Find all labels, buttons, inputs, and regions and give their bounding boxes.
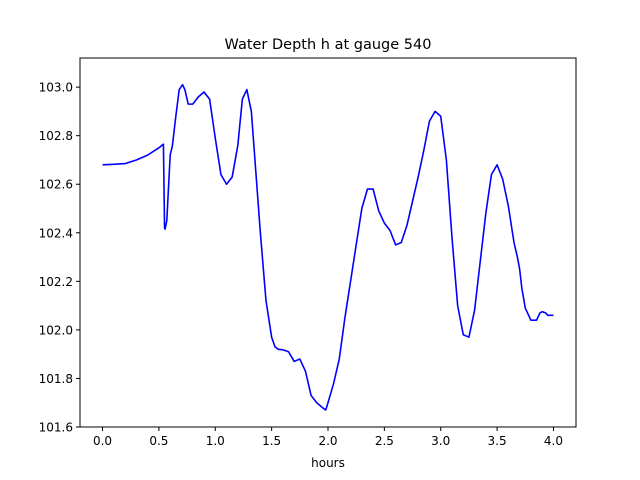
y-tick-label: 103.0 xyxy=(39,81,73,95)
y-axis: 101.6 101.8 102.0 102.2 102.4 102.6 102.8 103.0 xyxy=(39,81,80,435)
x-axis-label: hours xyxy=(311,456,345,470)
x-tick-label: 0.5 xyxy=(149,434,168,448)
x-tick-label: 1.0 xyxy=(206,434,225,448)
y-tick-label: 101.6 xyxy=(39,421,73,435)
x-tick-label: 4.0 xyxy=(544,434,563,448)
y-tick-label: 102.8 xyxy=(39,129,73,143)
x-axis: 0.0 0.5 1.0 1.5 2.0 2.5 3.0 3.5 4.0 xyxy=(93,427,563,448)
y-tick-label: 102.6 xyxy=(39,178,73,192)
chart-title: Water Depth h at gauge 540 xyxy=(225,37,432,53)
x-tick-label: 2.0 xyxy=(318,434,337,448)
x-tick-label: 0.0 xyxy=(93,434,112,448)
series-line-0 xyxy=(102,83,554,411)
y-tick-label: 102.0 xyxy=(39,323,73,337)
y-tick-label: 101.8 xyxy=(39,372,73,386)
x-tick-label: 1.5 xyxy=(262,434,281,448)
y-tick-label: 102.4 xyxy=(39,226,73,240)
y-tick-label: 102.2 xyxy=(39,275,73,289)
plot-frame xyxy=(79,57,577,428)
x-tick-label: 3.0 xyxy=(431,434,450,448)
x-tick-label: 3.5 xyxy=(488,434,507,448)
plot-area xyxy=(79,57,577,428)
x-tick-label: 2.5 xyxy=(375,434,394,448)
